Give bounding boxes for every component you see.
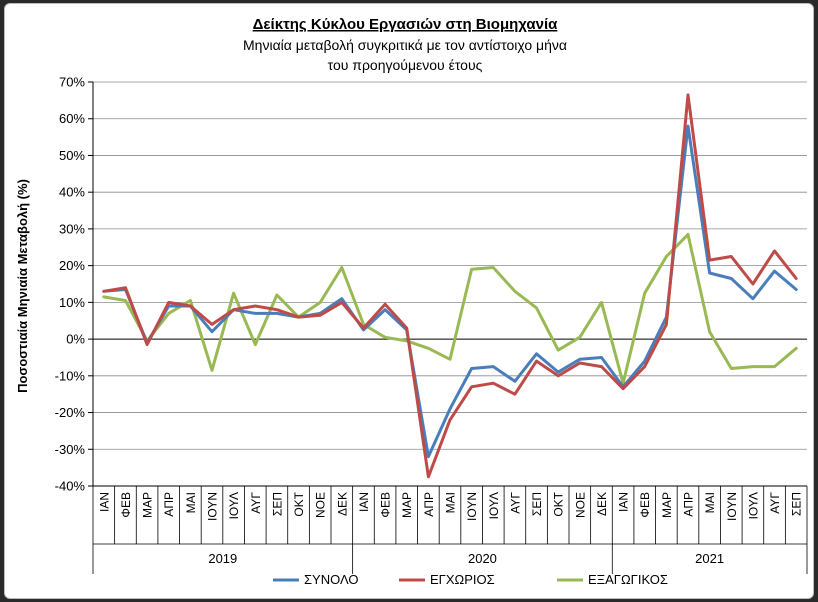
x-tick-label: ΝΟΕ <box>314 492 328 518</box>
x-tick-label: ΝΟΕ <box>573 492 587 518</box>
x-tick-label: ΜΑΡ <box>400 492 414 518</box>
y-tick-label: 50% <box>59 148 85 163</box>
x-tick-label: ΦΕΒ <box>119 492 133 518</box>
series-line-1 <box>102 93 798 479</box>
legend-label: ΕΞΑΓΩΓΙΚΟΣ <box>588 572 668 587</box>
x-tick-label: ΔΕΚ <box>595 492 609 516</box>
x-tick-label: ΦΕΒ <box>638 492 652 518</box>
series-line-0 <box>102 124 798 459</box>
legend-label: ΕΓΧΩΡΙΟΣ <box>430 572 495 587</box>
x-tick-label: ΙΟΥΛ <box>746 492 760 519</box>
x-tick-label: ΣΕΠ <box>790 492 804 516</box>
y-tick-labels: 70% 60% 50% 40% 30% 20% 10% 0% -10% -20% -30% -40% <box>55 75 86 494</box>
y-tick-label: -10% <box>55 368 86 383</box>
y-tick-label: -40% <box>55 479 86 494</box>
series-line-2 <box>102 232 798 385</box>
y-tick-label: 10% <box>59 295 85 310</box>
chart-subtitle-line2: του προηγούμενου έτους <box>328 57 483 73</box>
x-tick-label: ΙΑΝ <box>97 492 111 512</box>
y-tick-label: 20% <box>59 258 85 273</box>
chart-subtitle-line1: Μηνιαία μεταβολή συγκριτικά με τον αντίσ… <box>243 37 567 53</box>
x-tick-labels: ΙΑΝ ΦΕΒ ΜΑΡ ΑΠΡ ΜΑΙ ΙΟΥΝ ΙΟΥΛ ΑΥΓ ΣΕΠ ΟΚΤ ΝΟΕ ΔΕΚ ΙΑ… <box>97 491 803 566</box>
y-tick-label: 40% <box>59 185 85 200</box>
x-tick-label: ΣΕΠ <box>530 492 544 516</box>
legend-label: ΣΥΝΟΛΟ <box>304 572 359 587</box>
y-tick-label: -20% <box>55 405 86 420</box>
x-tick-label: ΙΟΥΝ <box>465 492 479 521</box>
x-tick-label: ΙΟΥΛ <box>227 492 241 519</box>
y-tick-label: -30% <box>55 442 86 457</box>
y-tick-label: 0% <box>66 332 85 347</box>
y-tick-label: 30% <box>59 221 85 236</box>
x-tick-label: ΟΚΤ <box>552 491 566 516</box>
x-tick-label: ΑΠΡ <box>682 492 696 517</box>
x-tick-label: ΑΥΓ <box>768 492 782 514</box>
legend: ΣΥΝΟΛΟ ΕΓΧΩΡΙΟΣ ΕΞΑΓΩΓΙΚΟΣ <box>273 572 668 587</box>
series-lines <box>102 93 798 479</box>
x-tick-label: ΟΚΤ <box>292 491 306 516</box>
x-tick-label: ΙΟΥΝ <box>725 492 739 521</box>
x-tick-label: ΑΠΡ <box>422 492 436 517</box>
y-tick-label: 70% <box>59 75 85 90</box>
year-label: 2020 <box>468 551 497 566</box>
x-tick-label: ΑΥΓ <box>508 492 522 514</box>
y-axis-label: Ποσοστιαία Μηνιαία Μεταβολή (%) <box>15 179 30 393</box>
x-tick-label: ΙΑΝ <box>357 492 371 512</box>
year-label: 2019 <box>208 551 237 566</box>
x-tick-label: ΔΕΚ <box>335 492 349 516</box>
x-tick-label: ΑΥΓ <box>249 492 263 514</box>
x-tick-label: ΜΑΙ <box>184 492 198 513</box>
x-tick-label: ΜΑΡ <box>660 492 674 518</box>
year-label: 2021 <box>695 551 724 566</box>
chart-title: Δείκτης Κύκλου Εργασιών στη Βιομηχανία <box>253 16 558 33</box>
axes <box>88 81 808 574</box>
x-tick-label: ΦΕΒ <box>379 492 393 518</box>
y-tick-label: 60% <box>59 111 85 126</box>
x-tick-label: ΙΑΝ <box>617 492 631 512</box>
x-tick-label: ΣΕΠ <box>270 492 284 516</box>
x-tick-label: ΜΑΙ <box>444 492 458 513</box>
x-tick-label: ΜΑΙ <box>703 492 717 513</box>
x-tick-label: ΜΑΡ <box>141 492 155 518</box>
x-tick-label: ΑΠΡ <box>162 492 176 517</box>
x-tick-label: ΙΟΥΛ <box>487 492 501 519</box>
chart-frame: Δείκτης Κύκλου Εργασιών στη Βιομηχανία Μ… <box>4 3 814 599</box>
x-tick-label: ΙΟΥΝ <box>206 492 220 521</box>
line-chart: Δείκτης Κύκλου Εργασιών στη Βιομηχανία Μ… <box>15 16 808 587</box>
